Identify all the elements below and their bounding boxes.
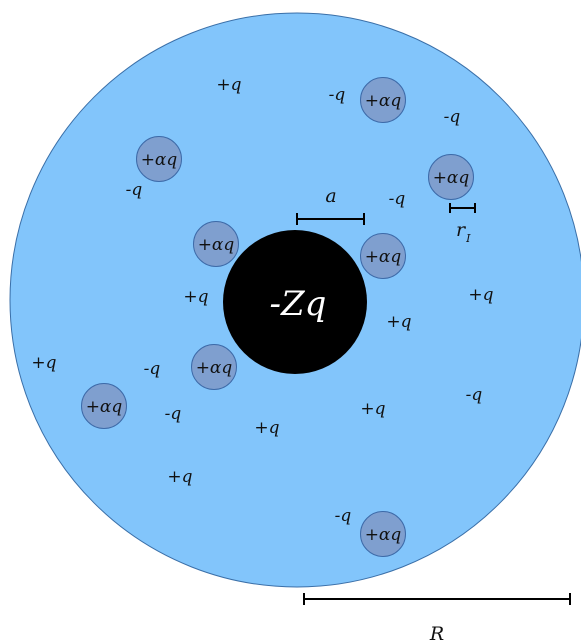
dimension-R-label: R [429,623,444,643]
ion-radius-subscript: I [465,232,471,245]
ion-label: +αq [86,397,123,417]
ion: +αq [137,137,182,182]
ion: +αq [361,234,406,279]
positive-charge: +q [167,467,192,487]
negative-charge: -q [144,359,161,379]
positive-charge: +q [31,353,56,373]
ion: +αq [192,345,237,390]
ion-label: +αq [433,168,470,188]
positive-charge: +q [183,287,208,307]
positive-charge: +q [360,399,385,419]
negative-charge: -q [389,189,406,209]
ion-label: +αq [141,150,178,170]
positive-charge: +q [468,285,493,305]
ion-label: +αq [365,525,402,545]
negative-charge: -q [444,107,461,127]
positive-charge: +q [254,418,279,438]
positive-charge: +q [216,75,241,95]
dimension-R [304,593,570,605]
negative-charge: -q [466,385,483,405]
positive-charge: +q [386,312,411,332]
negative-charge: -q [329,85,346,105]
ion-label: +αq [365,91,402,111]
dimension-a-label: a [325,185,336,207]
ion: +αq [361,78,406,123]
ion-label: +αq [198,235,235,255]
ion: +αq [82,384,127,429]
ion: +αq [194,222,239,267]
negative-charge: -q [165,404,182,424]
central-charge-label: -Zq [270,284,327,324]
ion-label: +αq [196,358,233,378]
ion: +αq [361,512,406,557]
negative-charge: -q [335,506,352,526]
negative-charge: -q [126,180,143,200]
ion-label: +αq [365,247,402,267]
ion: +αq [429,155,474,200]
